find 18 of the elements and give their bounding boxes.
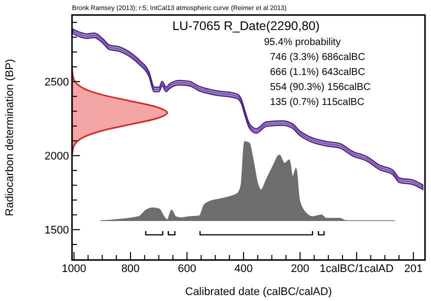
- annotation: 135 (0.7%) 115calBC: [270, 97, 364, 108]
- annotation: 666 (1.1%) 643calBC: [270, 67, 366, 78]
- x-tick-label: 200: [290, 263, 310, 275]
- x-tick-label: 800: [121, 263, 140, 275]
- chart-title: LU-7065 R_Date(2290,80): [172, 19, 320, 33]
- x-tick-label: 1000: [62, 263, 86, 275]
- annotation: 554 (90.3%) 156calBC: [270, 82, 371, 93]
- x-tick-label: 201: [404, 263, 423, 275]
- x-axis-title: Calibrated date (calBC/calAD): [185, 286, 332, 298]
- x-tick-label: 600: [178, 263, 196, 275]
- x-tick-label: 400: [234, 263, 253, 275]
- y-tick-label: 2500: [44, 76, 69, 89]
- x-tick-label: 1calBC/1calAD: [320, 263, 394, 275]
- y-axis-title: Radiocarbon determination (BP): [4, 58, 16, 216]
- annotation: 95.4% probability: [264, 37, 341, 48]
- y-tick-label: 1500: [44, 224, 69, 237]
- annotation: 746 (3.3%) 686calBC: [270, 52, 366, 63]
- y-tick-label: 2000: [44, 150, 69, 163]
